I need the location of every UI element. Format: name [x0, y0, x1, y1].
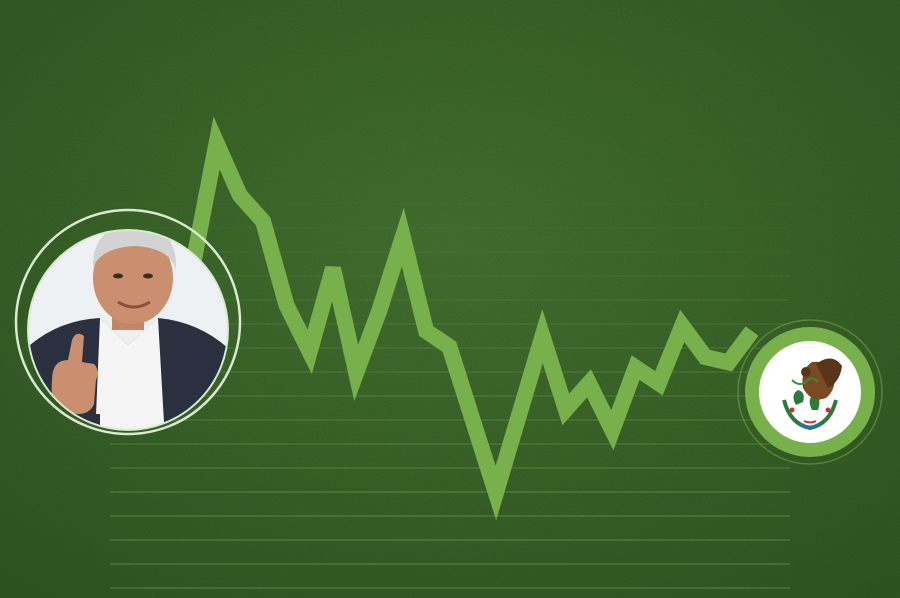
portrait-outer-ring [14, 208, 242, 436]
portrait-inner-ring [27, 229, 229, 431]
chart-grid [110, 170, 790, 598]
mexico-coat-of-arms-icon [782, 358, 842, 431]
portrait-icon [28, 230, 228, 430]
mexico-badge [737, 319, 883, 465]
trend-line [162, 116, 759, 521]
portrait-bubble [14, 208, 242, 436]
badge-outer-ring [737, 319, 883, 465]
